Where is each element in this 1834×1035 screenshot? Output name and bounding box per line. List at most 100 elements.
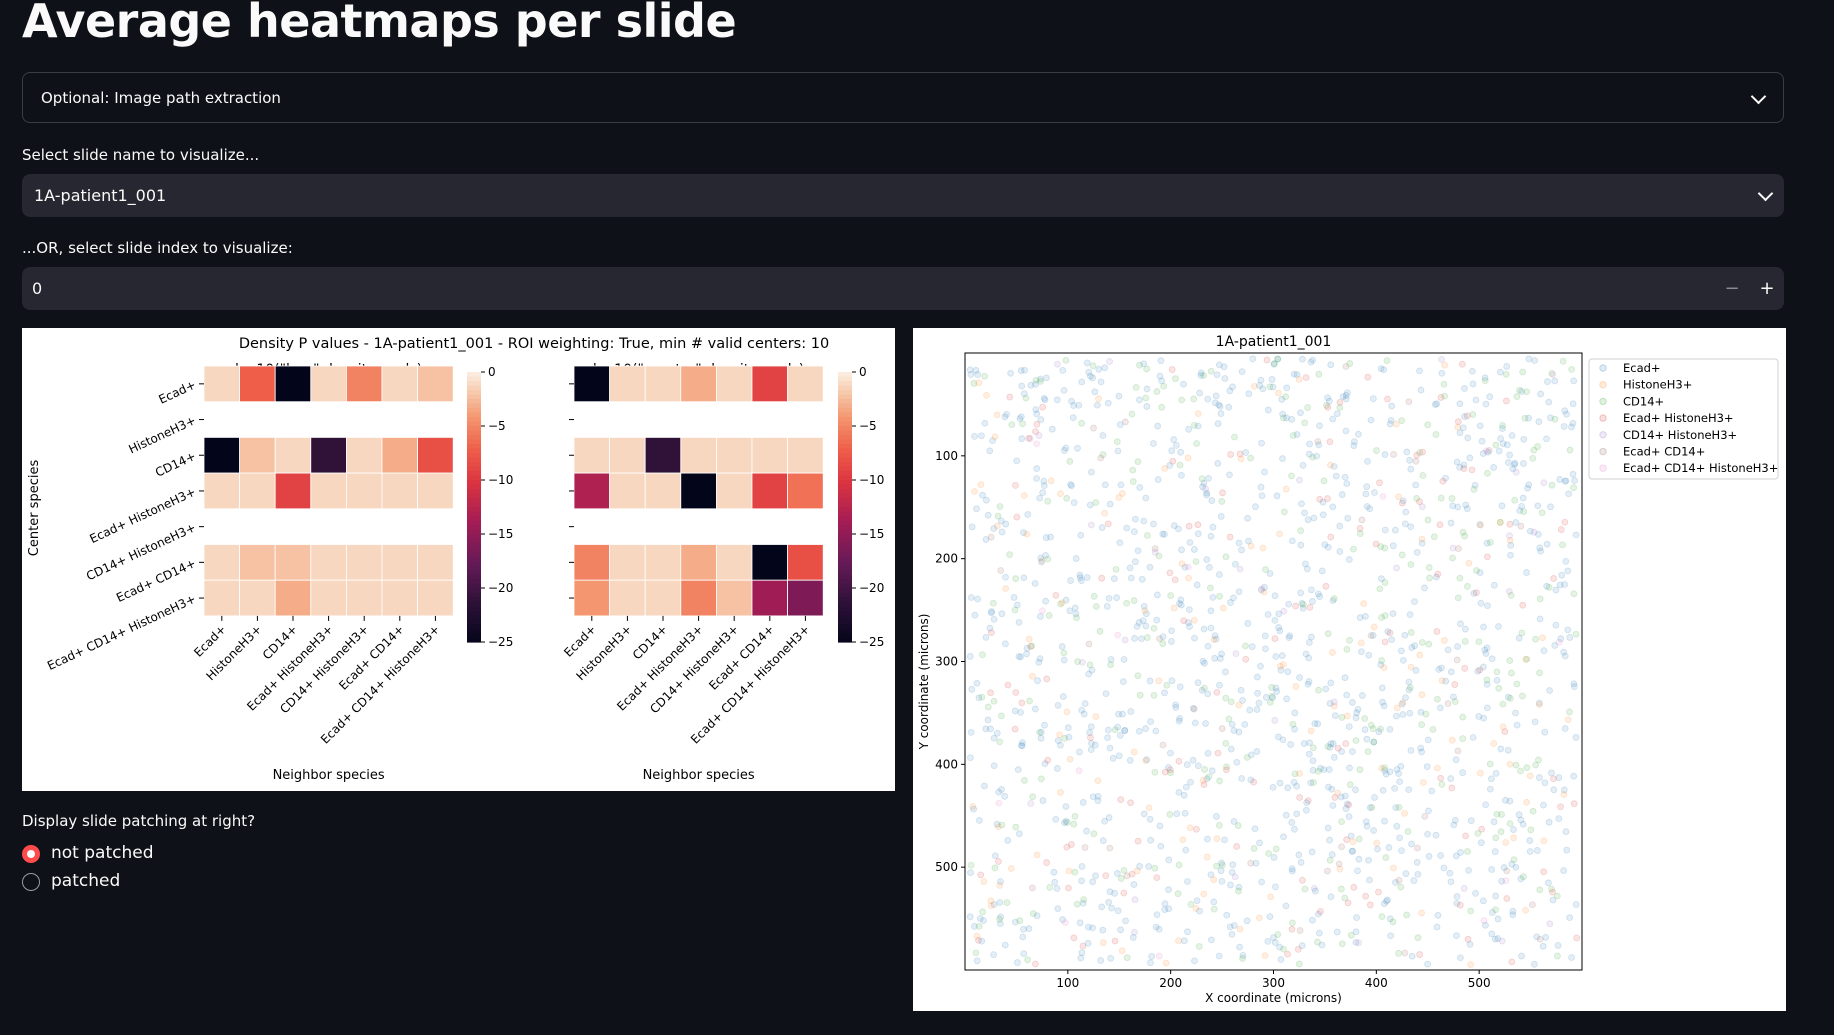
scatter-point xyxy=(1278,652,1286,660)
scatter-point xyxy=(1412,457,1420,465)
scatter-point xyxy=(1438,369,1446,377)
scatter-point xyxy=(1011,918,1019,926)
scatter-point xyxy=(1317,908,1324,915)
scatter-point xyxy=(1365,856,1372,864)
scatter-point xyxy=(1461,664,1469,672)
scatter-point xyxy=(1438,677,1446,684)
colorbar-segment xyxy=(838,547,852,553)
scatter-point xyxy=(1139,617,1147,625)
scatter-point xyxy=(1384,395,1391,403)
scatter-point xyxy=(1202,720,1209,727)
scatter-point xyxy=(1325,766,1333,773)
scatter-point xyxy=(1502,796,1509,804)
scatter-point xyxy=(1227,451,1235,458)
scatter-point xyxy=(1011,606,1019,614)
scatter-point xyxy=(1196,389,1204,397)
scatter-point xyxy=(1184,563,1192,571)
scatter-point xyxy=(1446,869,1454,877)
scatter-point xyxy=(1338,714,1346,721)
scatter-point xyxy=(1052,815,1060,823)
colorbar-segment xyxy=(467,381,481,387)
scatter-point xyxy=(1571,477,1579,484)
slide-index-label: ...OR, select slide index to visualize: xyxy=(22,239,293,257)
colorbar-segment xyxy=(467,561,481,567)
scatter-point xyxy=(1490,740,1498,747)
scatter-point xyxy=(1326,397,1333,405)
colorbar-tick-label: −5 xyxy=(859,419,877,433)
scatter-point xyxy=(1113,870,1121,877)
scatter-point xyxy=(973,932,981,940)
scatter-point xyxy=(1254,689,1261,697)
scatter-point xyxy=(1236,943,1243,951)
colorbar-segment xyxy=(838,592,852,598)
scatter-point xyxy=(1506,532,1513,540)
colorbar-segment xyxy=(467,597,481,603)
heatmap-cell xyxy=(609,472,646,510)
scatter-point xyxy=(1498,937,1506,945)
scatter-point xyxy=(1366,505,1374,513)
scatter-point xyxy=(1210,636,1218,644)
scatter-point xyxy=(1356,766,1364,774)
slide-index-input[interactable]: 0 − + xyxy=(22,267,1784,310)
scatter-point xyxy=(1535,699,1543,707)
scatter-point xyxy=(1492,441,1500,449)
scatter-point xyxy=(1012,481,1019,489)
scatter-point xyxy=(1183,761,1191,769)
image-path-expander[interactable]: Optional: Image path extraction xyxy=(22,72,1784,123)
colorbar-segment xyxy=(838,525,852,531)
scatter-point xyxy=(987,725,994,733)
scatter-point xyxy=(984,716,992,724)
scatter-point xyxy=(986,624,994,632)
scatter-point xyxy=(1180,937,1188,945)
heatmap-cell xyxy=(417,437,454,474)
scatter-point xyxy=(1454,418,1462,426)
scatter-point xyxy=(1493,668,1501,676)
increment-button[interactable]: + xyxy=(1759,278,1775,299)
colorbar-segment xyxy=(838,421,852,427)
colorbar-segment xyxy=(838,538,852,544)
decrement-button[interactable]: − xyxy=(1724,278,1740,299)
scatter-point xyxy=(1322,685,1330,693)
scatter-point xyxy=(1310,884,1318,892)
scatter-point xyxy=(1056,731,1064,739)
scatter-point xyxy=(1196,907,1204,915)
scatter-point xyxy=(993,729,1001,737)
scatter-point xyxy=(1066,755,1074,763)
heatmap-cell xyxy=(239,365,276,403)
scatter-point xyxy=(1453,458,1461,466)
scatter-point xyxy=(1568,365,1576,373)
scatter-point xyxy=(1087,723,1095,731)
slide-index-value[interactable]: 0 xyxy=(32,279,43,298)
y-tick-label: HistoneH3+ xyxy=(126,413,197,456)
scatter-point xyxy=(1101,364,1109,372)
scatter-point xyxy=(1214,749,1222,757)
scatter-point xyxy=(1329,649,1336,656)
scatter-point xyxy=(982,725,990,733)
scatter-point xyxy=(1500,864,1508,871)
radio-unselected-icon[interactable] xyxy=(22,873,40,891)
scatter-point xyxy=(1280,607,1288,615)
scatter-point xyxy=(1311,720,1319,727)
scatter-point xyxy=(1078,706,1086,714)
scatter-point xyxy=(1520,435,1528,443)
scatter-point xyxy=(1143,365,1151,373)
scatter-point xyxy=(1223,766,1230,774)
scatter-point xyxy=(1456,463,1464,471)
scatter-point xyxy=(1406,684,1414,691)
legend-entry: Ecad+ xyxy=(1623,361,1661,375)
scatter-point xyxy=(1382,770,1390,778)
radio-selected-icon[interactable] xyxy=(22,845,40,863)
scatter-point xyxy=(1020,492,1028,499)
slide-name-select[interactable]: 1A-patient1_001 xyxy=(22,174,1784,217)
scatter-point xyxy=(1407,629,1415,636)
scatter-point xyxy=(1180,617,1188,625)
scatter-point xyxy=(1230,594,1237,602)
scatter-point xyxy=(1200,479,1208,487)
scatter-point xyxy=(1268,692,1276,700)
scatter-point xyxy=(1092,713,1100,720)
scatter-point xyxy=(1218,498,1226,505)
scatter-point xyxy=(1214,420,1222,427)
scatter-point xyxy=(1462,501,1470,509)
scatter-point xyxy=(1483,644,1491,652)
scatter-point xyxy=(1180,791,1188,799)
